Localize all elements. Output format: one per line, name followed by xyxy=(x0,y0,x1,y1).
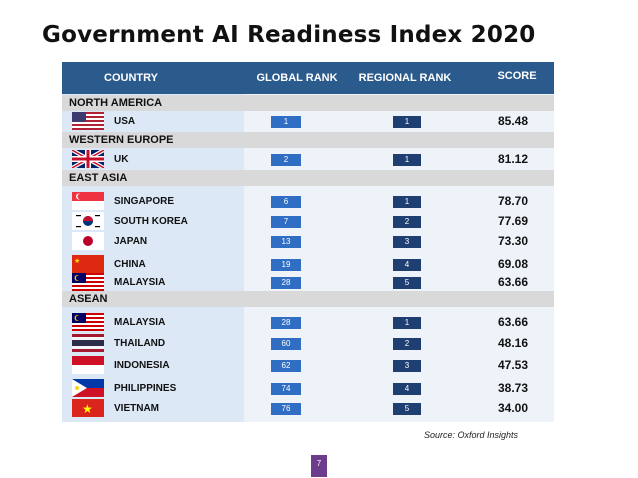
philippines-flag-icon xyxy=(72,379,104,397)
china-flag-icon: ★ xyxy=(72,255,104,273)
singapore-flag-icon xyxy=(72,192,104,210)
score-value: 85.48 xyxy=(498,114,529,128)
table-row: USA 1 1 85.48 xyxy=(62,112,554,132)
score-value: 48.16 xyxy=(498,336,529,350)
region-western-europe: WESTERN EUROPE xyxy=(62,132,554,148)
header-regional-rank: REGIONAL RANK xyxy=(358,72,452,84)
table-row: PHILIPPINES 74 4 38.73 xyxy=(62,379,554,399)
global-rank-badge: 60 xyxy=(271,338,301,350)
table-row: JAPAN 13 3 73.30 xyxy=(62,232,554,252)
table-row: MALAYSIA 28 1 63.66 xyxy=(62,313,554,333)
regional-rank-badge: 5 xyxy=(393,277,421,289)
global-rank-badge: 1 xyxy=(271,116,301,128)
regional-rank-badge: 2 xyxy=(393,338,421,350)
global-rank-badge: 6 xyxy=(271,196,301,208)
country-name: THAILAND xyxy=(114,338,166,349)
header-country: COUNTRY xyxy=(104,72,158,84)
usa-flag-icon xyxy=(72,112,104,130)
country-name: USA xyxy=(114,116,136,127)
score-value: 77.69 xyxy=(498,214,529,228)
table-row: MALAYSIA 28 5 63.66 xyxy=(62,273,554,293)
country-name: MALAYSIA xyxy=(114,277,166,288)
regional-rank-badge: 4 xyxy=(393,259,421,271)
regional-rank-badge: 5 xyxy=(393,403,421,415)
score-value: 47.53 xyxy=(498,358,529,372)
country-name: UK xyxy=(114,154,129,165)
svg-text:★: ★ xyxy=(74,257,80,265)
score-value: 78.70 xyxy=(498,194,529,208)
svg-text:★: ★ xyxy=(82,402,93,416)
region-north-america: NORTH AMERICA xyxy=(62,95,554,111)
score-value: 81.12 xyxy=(498,152,529,166)
regional-rank-badge: 1 xyxy=(393,154,421,166)
table-row: INDONESIA 62 3 47.53 xyxy=(62,356,554,376)
source-note: Source: Oxford Insights xyxy=(424,430,519,440)
regional-rank-badge: 1 xyxy=(393,196,421,208)
table-row: UK 2 1 81.12 xyxy=(62,150,554,170)
country-name: CHINA xyxy=(114,259,146,270)
score-value: 38.73 xyxy=(498,381,529,395)
page-title: Government AI Readiness Index 2020 xyxy=(42,22,536,48)
table-header: COUNTRY GLOBAL RANK REGIONAL RANK SCORE xyxy=(62,62,554,94)
score-value: 34.00 xyxy=(498,401,529,415)
japan-flag-icon xyxy=(72,232,104,250)
page-number: 7 xyxy=(311,455,327,477)
global-rank-badge: 76 xyxy=(271,403,301,415)
table-row: SOUTH KOREA 7 2 77.69 xyxy=(62,212,554,232)
header-score: SCORE xyxy=(497,70,537,82)
score-value: 63.66 xyxy=(498,315,529,329)
score-value: 63.66 xyxy=(498,275,529,289)
region-asean: ASEAN xyxy=(62,291,554,307)
score-value: 73.30 xyxy=(498,234,529,248)
score-value: 69.08 xyxy=(498,257,529,271)
south-korea-flag-icon xyxy=(72,212,104,230)
malaysia-flag-icon xyxy=(72,273,104,291)
global-rank-badge: 74 xyxy=(271,383,301,395)
global-rank-badge: 13 xyxy=(271,236,301,248)
country-name: VIETNAM xyxy=(114,403,159,414)
region-east-asia: EAST ASIA xyxy=(62,170,554,186)
global-rank-badge: 28 xyxy=(271,317,301,329)
regional-rank-badge: 4 xyxy=(393,383,421,395)
regional-rank-badge: 1 xyxy=(393,116,421,128)
global-rank-badge: 62 xyxy=(271,360,301,372)
table-row: THAILAND 60 2 48.16 xyxy=(62,334,554,354)
malaysia-flag-icon xyxy=(72,313,104,331)
country-name: PHILIPPINES xyxy=(114,383,177,394)
regional-rank-badge: 1 xyxy=(393,317,421,329)
global-rank-badge: 28 xyxy=(271,277,301,289)
regional-rank-badge: 3 xyxy=(393,236,421,248)
country-name: MALAYSIA xyxy=(114,317,166,328)
vietnam-flag-icon: ★ xyxy=(72,399,104,417)
readiness-table: COUNTRY GLOBAL RANK REGIONAL RANK SCORE … xyxy=(62,62,554,422)
table-row: ★ CHINA 19 4 69.08 xyxy=(62,255,554,275)
table-row: ★ VIETNAM 76 5 34.00 xyxy=(62,399,554,419)
header-global-rank: GLOBAL RANK xyxy=(256,72,338,84)
country-name: JAPAN xyxy=(114,236,148,247)
uk-flag-icon xyxy=(72,150,104,168)
country-name: INDONESIA xyxy=(114,360,170,371)
regional-rank-badge: 3 xyxy=(393,360,421,372)
global-rank-badge: 7 xyxy=(271,216,301,228)
global-rank-badge: 19 xyxy=(271,259,301,271)
thailand-flag-icon xyxy=(72,334,104,352)
country-name: SOUTH KOREA xyxy=(114,216,188,227)
regional-rank-badge: 2 xyxy=(393,216,421,228)
global-rank-badge: 2 xyxy=(271,154,301,166)
country-name: SINGAPORE xyxy=(114,196,175,207)
indonesia-flag-icon xyxy=(72,356,104,374)
table-row: SINGAPORE 6 1 78.70 xyxy=(62,192,554,212)
